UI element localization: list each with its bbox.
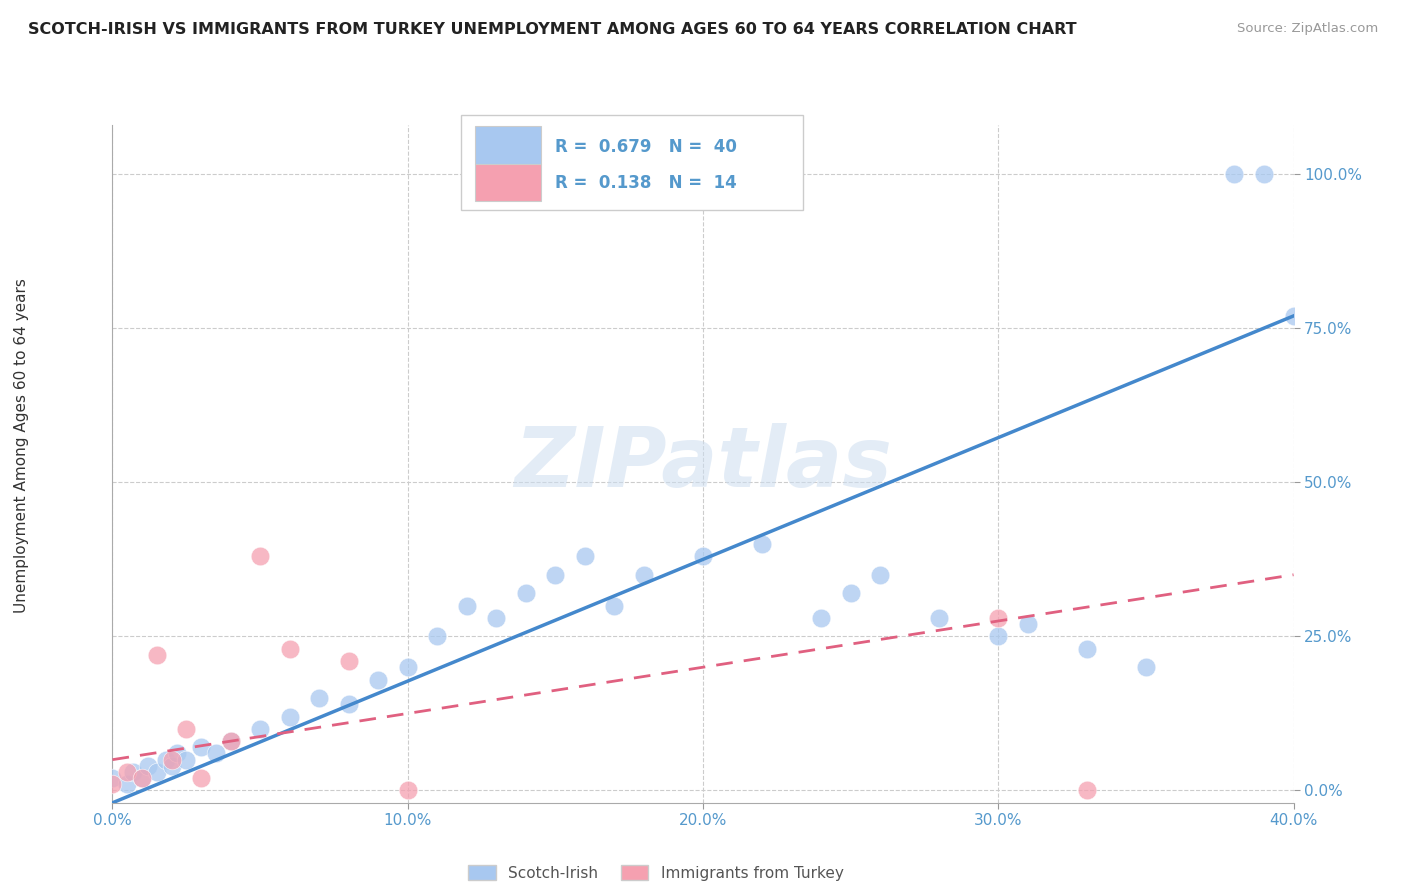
Point — [146, 764, 169, 779]
Point — [122, 764, 145, 779]
Point — [987, 629, 1010, 643]
Point — [337, 697, 360, 711]
Text: SCOTCH-IRISH VS IMMIGRANTS FROM TURKEY UNEMPLOYMENT AMONG AGES 60 TO 64 YEARS CO: SCOTCH-IRISH VS IMMIGRANTS FROM TURKEY U… — [28, 22, 1077, 37]
Text: ZIPatlas: ZIPatlas — [515, 424, 891, 504]
FancyBboxPatch shape — [475, 163, 541, 202]
Point — [278, 641, 301, 656]
Point — [131, 771, 153, 785]
Point — [839, 586, 862, 600]
Point — [544, 567, 567, 582]
Point — [869, 567, 891, 582]
Text: Source: ZipAtlas.com: Source: ZipAtlas.com — [1237, 22, 1378, 36]
Legend: Scotch-Irish, Immigrants from Turkey: Scotch-Irish, Immigrants from Turkey — [468, 864, 844, 880]
Point — [692, 549, 714, 564]
Point — [1253, 167, 1275, 181]
Point — [810, 611, 832, 625]
Point — [278, 709, 301, 723]
Point — [174, 722, 197, 736]
Point — [1135, 660, 1157, 674]
Point — [426, 629, 449, 643]
Point — [160, 753, 183, 767]
Point — [174, 753, 197, 767]
Point — [219, 734, 242, 748]
Point — [928, 611, 950, 625]
Point — [1223, 167, 1246, 181]
Point — [396, 660, 419, 674]
Point — [1282, 309, 1305, 323]
Point — [101, 771, 124, 785]
Text: R =  0.138   N =  14: R = 0.138 N = 14 — [555, 174, 737, 192]
Point — [1076, 783, 1098, 797]
Point — [308, 691, 330, 706]
Point — [136, 759, 159, 773]
Point — [337, 654, 360, 668]
Point — [160, 759, 183, 773]
Point — [190, 740, 212, 755]
Text: R =  0.679   N =  40: R = 0.679 N = 40 — [555, 137, 737, 155]
Point — [190, 771, 212, 785]
Point — [603, 599, 626, 613]
FancyBboxPatch shape — [461, 115, 803, 210]
Point — [396, 783, 419, 797]
Point — [485, 611, 508, 625]
Point — [1017, 617, 1039, 632]
FancyBboxPatch shape — [475, 127, 541, 164]
Point — [205, 747, 228, 761]
Point — [117, 764, 138, 779]
Point — [117, 777, 138, 791]
Point — [987, 611, 1010, 625]
Point — [367, 673, 389, 687]
Point — [633, 567, 655, 582]
Point — [1076, 641, 1098, 656]
Point — [751, 537, 773, 551]
Point — [574, 549, 596, 564]
Point — [515, 586, 537, 600]
Text: Unemployment Among Ages 60 to 64 years: Unemployment Among Ages 60 to 64 years — [14, 278, 28, 614]
Point — [131, 771, 153, 785]
Point — [101, 777, 124, 791]
Point — [166, 747, 188, 761]
Point — [249, 722, 271, 736]
Point — [155, 753, 177, 767]
Point — [219, 734, 242, 748]
Point — [456, 599, 478, 613]
Point — [249, 549, 271, 564]
Point — [146, 648, 169, 662]
